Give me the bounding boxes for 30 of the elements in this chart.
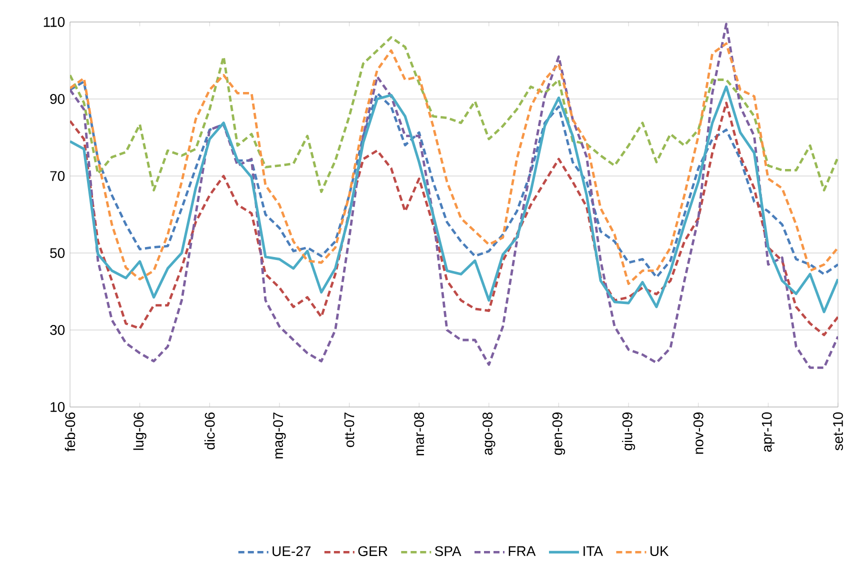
x-tick-label: gen-09 (552, 412, 566, 455)
legend-label: UE-27 (272, 546, 311, 556)
x-tick-label: apr-10 (762, 412, 775, 452)
x-tick-label: ott-07 (344, 412, 354, 448)
x-tick-label: set-10 (833, 412, 843, 450)
y-tick-label: 110 (44, 17, 65, 27)
x-tick-label: ago-08 (482, 412, 496, 455)
line-series (70, 80, 838, 278)
y-tick-label: 70 (50, 171, 65, 181)
x-tick-label: dic-06 (204, 412, 215, 450)
x-tick-label: lug-06 (133, 412, 146, 450)
line-series (70, 102, 838, 336)
legend-label: ITA (584, 546, 604, 556)
x-tick-label: mag-07 (273, 412, 286, 458)
y-tick-label: 90 (50, 94, 65, 104)
y-tick-label: 10 (50, 402, 65, 412)
legend-label: SPA (434, 546, 462, 556)
x-tick-label: giu-09 (622, 412, 636, 450)
y-tick-label: 50 (50, 248, 65, 258)
legend-label: FRA (508, 546, 536, 556)
x-tick-label: mar-08 (414, 412, 424, 456)
line-series (70, 22, 838, 369)
legend-label: UK (650, 546, 669, 556)
legend-label: GER (358, 546, 388, 556)
x-tick-label: nov-09 (693, 412, 704, 454)
line-series (70, 42, 838, 285)
line-series (70, 36, 838, 193)
x-tick-label: feb-06 (64, 412, 76, 452)
y-tick-label: 30 (50, 325, 65, 335)
line-series (70, 85, 838, 314)
